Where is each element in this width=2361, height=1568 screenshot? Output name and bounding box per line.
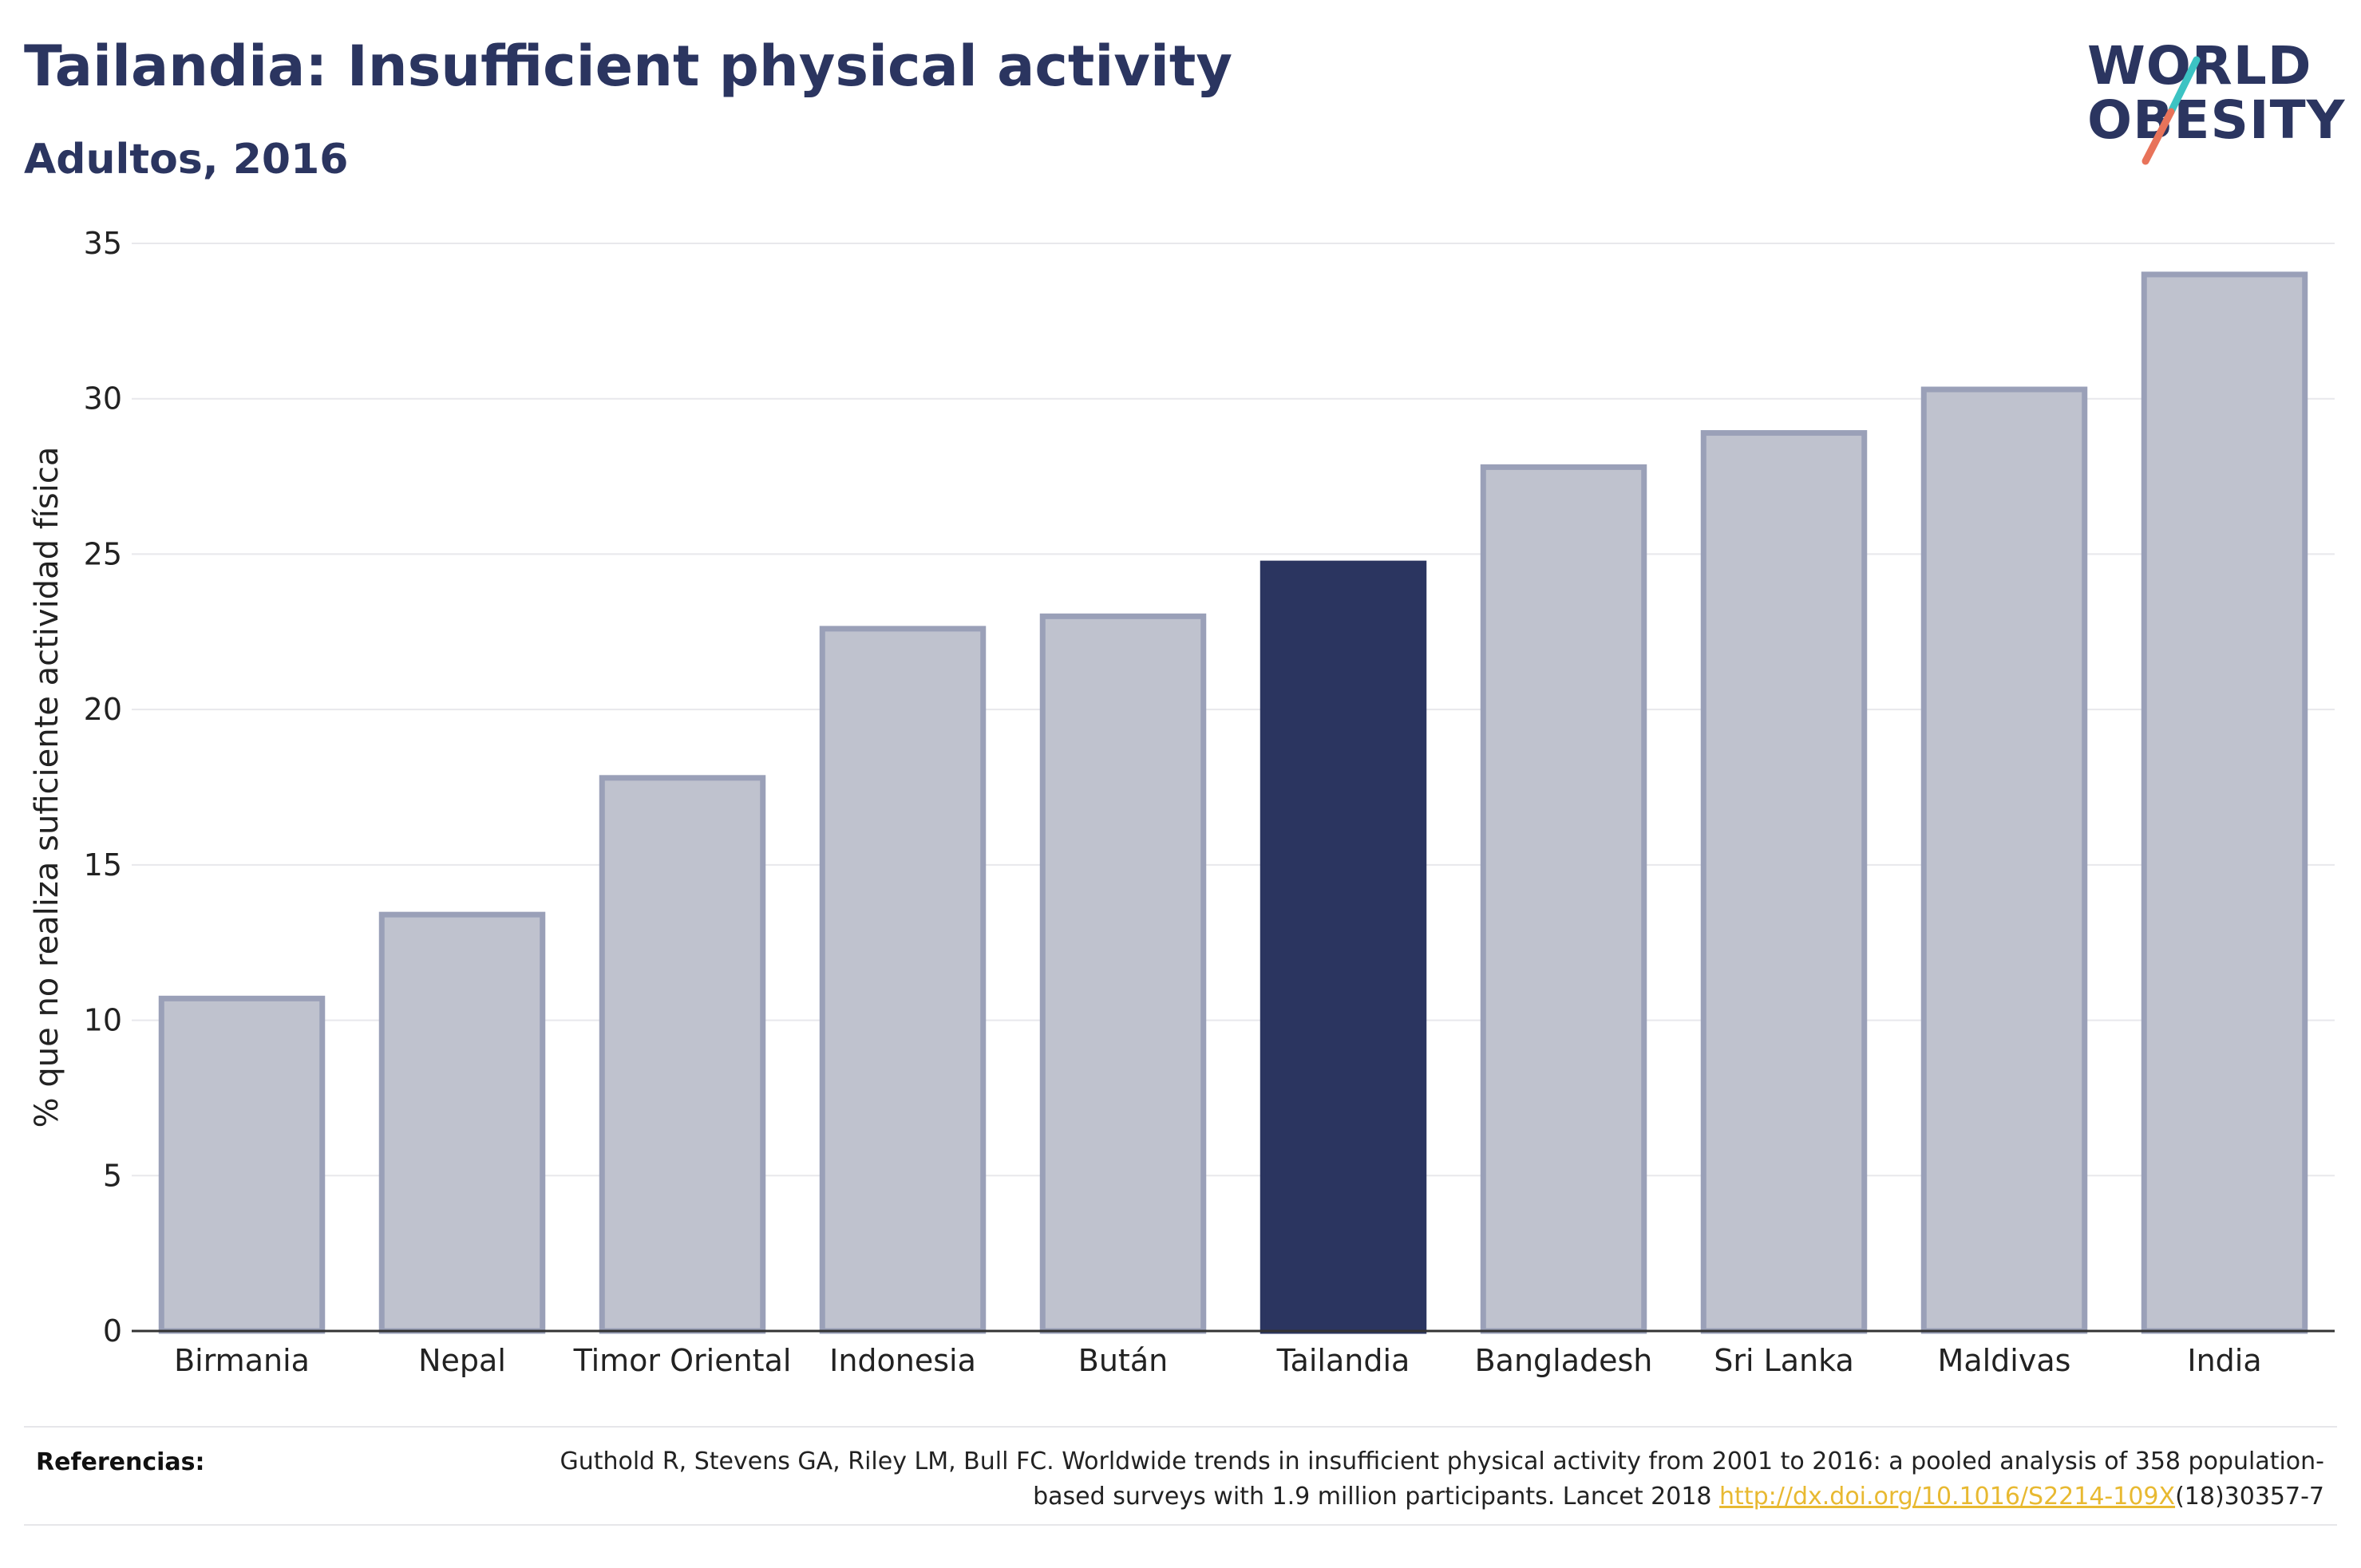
logo-line-1: WORLD: [2087, 35, 2312, 97]
bar-india: [2141, 271, 2308, 1334]
x-axis-ticks: Birmania Nepal Timor Oriental Indonesia Butá…: [174, 1343, 2262, 1378]
bar-tailandia: [1260, 560, 1427, 1334]
references-top-divider: [24, 1426, 2337, 1428]
bar-chart: 0 5 10 15 20 25 30 35 Birmania Nepal Timor Orient…: [29, 226, 2335, 1378]
x-tick-label: Bután: [1078, 1343, 1168, 1378]
logo-slash-icon: [2142, 56, 2201, 165]
x-tick-label: Nepal: [418, 1343, 506, 1378]
chart-subtitle: Adultos, 2016: [24, 136, 349, 184]
bar-bután: [1039, 613, 1207, 1334]
references-label: Referencias:: [36, 1448, 205, 1476]
bar-indonesia: [819, 626, 987, 1334]
x-tick-label: Maldivas: [1938, 1343, 2071, 1378]
bar-maldivas: [1920, 386, 2088, 1334]
x-tick-label: Tailandia: [1276, 1343, 1410, 1378]
references-text: Guthold R, Stevens GA, Riley LM, Bull FC…: [488, 1444, 2324, 1515]
y-tick-label: 25: [84, 536, 122, 571]
references-suffix: (18)30357-7: [2175, 1483, 2324, 1511]
y-tick-label: 0: [103, 1313, 122, 1349]
x-tick-label: Birmania: [174, 1343, 310, 1378]
bar-birmania: [158, 995, 326, 1334]
references-citation: Guthold R, Stevens GA, Riley LM, Bull FC…: [560, 1448, 2324, 1511]
references-bottom-divider: [24, 1524, 2337, 1526]
x-tick-label: India: [2187, 1343, 2261, 1378]
y-tick-label: 10: [84, 1003, 122, 1038]
x-tick-label: Bangladesh: [1475, 1343, 1653, 1378]
world-obesity-logo: WORLD OBESITY: [2075, 32, 2347, 176]
chart-title: Tailandia: Insufficient physical activit…: [24, 34, 1233, 99]
y-tick-label: 20: [84, 692, 122, 727]
x-tick-label: Timor Oriental: [573, 1343, 792, 1378]
y-tick-label: 15: [84, 847, 122, 883]
y-tick-label: 35: [84, 226, 122, 261]
y-tick-label: 30: [84, 381, 122, 417]
y-axis-label: % que no realiza suficiente actividad fí…: [29, 447, 65, 1128]
x-tick-label: Sri Lanka: [1714, 1343, 1854, 1378]
bar-timor-oriental: [599, 775, 766, 1334]
bar-bangladesh: [1480, 464, 1647, 1334]
references-doi-link[interactable]: http://dx.doi.org/10.1016/S2214-109X: [1719, 1483, 2176, 1511]
logo-line-2: OBESITY: [2087, 89, 2346, 151]
y-tick-label: 5: [103, 1158, 122, 1193]
bars: [158, 271, 2308, 1334]
y-axis-ticks: 0 5 10 15 20 25 30 35: [84, 226, 122, 1349]
bar-nepal: [378, 911, 546, 1334]
x-tick-label: Indonesia: [829, 1343, 976, 1378]
bar-sri-lanka: [1700, 430, 1868, 1334]
